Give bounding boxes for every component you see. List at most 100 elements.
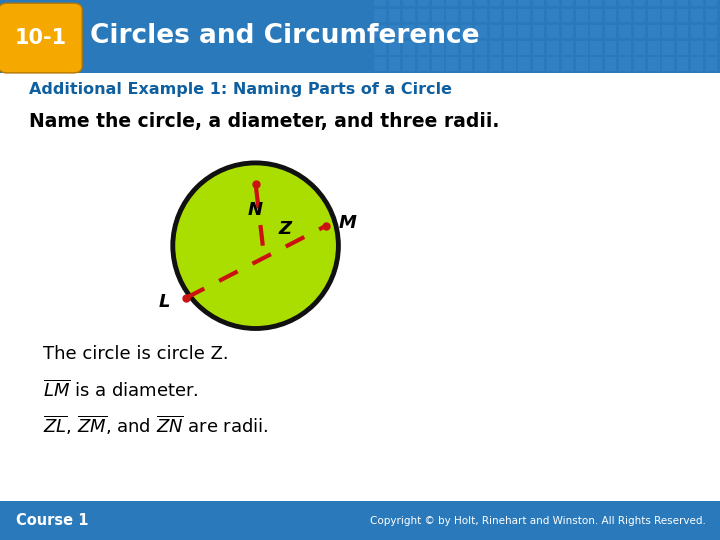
Bar [677, 57, 688, 71]
Bar [475, 57, 487, 71]
Bar [374, 25, 386, 38]
Bar [619, 41, 631, 55]
Bar [374, 41, 386, 55]
Bar [490, 41, 501, 55]
Bar [475, 41, 487, 55]
Bar [533, 57, 544, 71]
Bar [619, 0, 631, 6]
Bar [605, 25, 616, 38]
Bar [418, 41, 429, 55]
Bar [518, 0, 530, 6]
Text: The circle is circle Z.: The circle is circle Z. [43, 345, 229, 363]
Text: N: N [248, 201, 264, 219]
Text: M: M [339, 214, 357, 232]
Bar [619, 9, 631, 22]
Bar [706, 25, 717, 38]
Bar [446, 41, 458, 55]
Bar [691, 0, 703, 6]
Bar [446, 57, 458, 71]
Bar [389, 0, 400, 6]
Bar [432, 57, 444, 71]
Bar [389, 41, 400, 55]
Bar [576, 25, 588, 38]
Bar [418, 0, 429, 6]
Bar [590, 25, 602, 38]
Bar [547, 25, 559, 38]
Bar [490, 9, 501, 22]
Bar [562, 9, 573, 22]
Bar [374, 57, 386, 71]
Text: Name the circle, a diameter, and three radii.: Name the circle, a diameter, and three r… [29, 112, 499, 131]
Bar [461, 41, 472, 55]
Bar [648, 41, 660, 55]
Bar [619, 57, 631, 71]
Bar [389, 25, 400, 38]
Bar [706, 9, 717, 22]
Text: Course 1: Course 1 [16, 513, 89, 528]
Bar [518, 41, 530, 55]
Bar [461, 25, 472, 38]
Text: Additional Example 1: Naming Parts of a Circle: Additional Example 1: Naming Parts of a … [29, 82, 452, 97]
Bar [403, 25, 415, 38]
Bar [475, 9, 487, 22]
Bar [562, 41, 573, 55]
Bar [403, 9, 415, 22]
Bar [691, 41, 703, 55]
Bar [634, 9, 645, 22]
Bar [648, 25, 660, 38]
Bar [418, 57, 429, 71]
Bar [418, 9, 429, 22]
Text: 10-1: 10-1 [14, 28, 66, 48]
Bar [518, 25, 530, 38]
Bar [446, 0, 458, 6]
Bar [432, 0, 444, 6]
Bar [504, 0, 516, 6]
Bar [706, 0, 717, 6]
Bar [634, 0, 645, 6]
Bar [691, 9, 703, 22]
Bar [504, 41, 516, 55]
Bar [677, 9, 688, 22]
Bar [691, 57, 703, 71]
Bar [691, 25, 703, 38]
Bar [461, 57, 472, 71]
Bar [446, 9, 458, 22]
Bar [648, 57, 660, 71]
Bar [547, 9, 559, 22]
Bar [634, 41, 645, 55]
FancyBboxPatch shape [0, 3, 82, 73]
Bar [533, 9, 544, 22]
Bar [446, 25, 458, 38]
Bar [562, 57, 573, 71]
Bar [475, 25, 487, 38]
Bar [533, 41, 544, 55]
Bar [648, 9, 660, 22]
Text: $\overline{LM}$ is a diameter.: $\overline{LM}$ is a diameter. [43, 379, 199, 401]
Bar [518, 57, 530, 71]
Bar [706, 41, 717, 55]
Bar [0, 501, 720, 540]
Bar [547, 57, 559, 71]
Bar [562, 0, 573, 6]
Bar [490, 25, 501, 38]
Bar [432, 9, 444, 22]
Bar [547, 41, 559, 55]
Text: L: L [158, 293, 170, 312]
Bar [490, 57, 501, 71]
Bar [677, 0, 688, 6]
Bar [662, 57, 674, 71]
Bar [619, 25, 631, 38]
Bar [374, 9, 386, 22]
Bar [605, 41, 616, 55]
Bar [576, 41, 588, 55]
Bar [533, 0, 544, 6]
Bar [590, 41, 602, 55]
Bar [533, 25, 544, 38]
Text: Copyright © by Holt, Rinehart and Winston. All Rights Reserved.: Copyright © by Holt, Rinehart and Winsto… [370, 516, 706, 525]
Bar [562, 25, 573, 38]
Text: Z: Z [279, 220, 292, 239]
Bar [605, 0, 616, 6]
Bar [389, 9, 400, 22]
Bar [504, 9, 516, 22]
Bar [648, 0, 660, 6]
